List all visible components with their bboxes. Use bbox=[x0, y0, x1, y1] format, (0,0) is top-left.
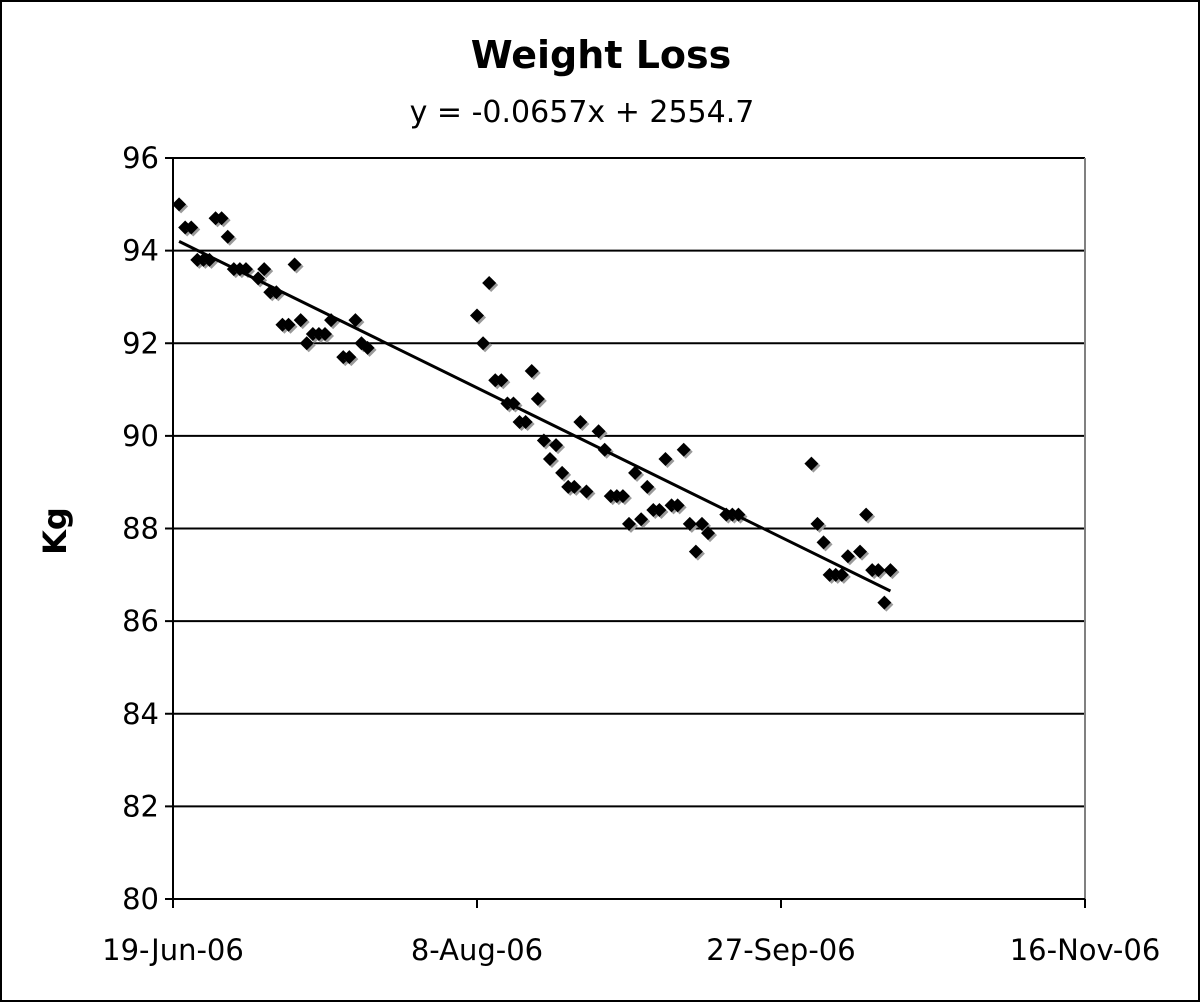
data-point bbox=[476, 336, 491, 351]
data-point bbox=[853, 544, 868, 559]
data-point bbox=[530, 391, 545, 406]
data-point bbox=[348, 313, 363, 328]
x-tick-label: 27-Sep-06 bbox=[706, 933, 855, 967]
y-tick-label: 88 bbox=[122, 512, 159, 546]
data-point bbox=[877, 595, 892, 610]
data-point bbox=[591, 424, 606, 439]
data-point bbox=[883, 563, 898, 578]
data-point bbox=[536, 433, 551, 448]
y-axis-label: Kg bbox=[36, 507, 74, 555]
data-point bbox=[682, 516, 697, 531]
y-tick-label: 94 bbox=[122, 234, 159, 268]
data-point bbox=[257, 262, 272, 277]
data-point bbox=[518, 414, 533, 429]
data-point bbox=[834, 567, 849, 582]
data-point bbox=[804, 456, 819, 471]
data-point bbox=[549, 438, 564, 453]
data-point bbox=[573, 414, 588, 429]
data-point bbox=[658, 452, 673, 467]
data-point bbox=[634, 512, 649, 527]
data-point bbox=[360, 340, 375, 355]
data-point bbox=[701, 526, 716, 541]
data-point bbox=[494, 373, 509, 388]
data-point bbox=[676, 442, 691, 457]
y-tick-label: 80 bbox=[122, 882, 159, 916]
data-point bbox=[287, 257, 302, 272]
data-point bbox=[482, 276, 497, 291]
chart-subtitle: y = -0.0657x + 2554.7 bbox=[410, 95, 755, 130]
data-point bbox=[172, 197, 187, 212]
trendline bbox=[178, 240, 892, 593]
data-point bbox=[299, 336, 314, 351]
y-tick-label: 96 bbox=[122, 141, 159, 175]
data-point bbox=[293, 313, 308, 328]
x-tick-label: 19-Jun-06 bbox=[102, 933, 244, 967]
data-point bbox=[859, 507, 874, 522]
data-point bbox=[622, 516, 636, 531]
data-point bbox=[579, 484, 594, 499]
data-point bbox=[542, 452, 557, 467]
y-tick-label: 86 bbox=[122, 604, 159, 638]
data-point bbox=[810, 516, 825, 531]
data-point bbox=[840, 549, 855, 564]
data-point bbox=[214, 211, 229, 226]
data-point bbox=[281, 317, 296, 332]
plot-area: 96 94 92 90 88 86 84 82 80 19-Jun-06 8-Aug-06 27-Se… bbox=[102, 141, 1160, 967]
data-point bbox=[652, 502, 667, 517]
data-point bbox=[628, 465, 643, 480]
data-point bbox=[670, 498, 685, 513]
chart-title: Weight Loss bbox=[471, 33, 732, 77]
data-point bbox=[220, 229, 235, 244]
data-point bbox=[555, 465, 570, 480]
data-point bbox=[688, 544, 703, 559]
x-tick-label: 16-Nov-06 bbox=[1010, 933, 1161, 967]
data-point bbox=[871, 563, 886, 578]
data-point bbox=[816, 535, 831, 550]
y-tick-label: 84 bbox=[122, 697, 159, 731]
data-point bbox=[567, 479, 582, 494]
data-point bbox=[342, 350, 357, 365]
data-point bbox=[615, 489, 630, 504]
y-tick-label: 92 bbox=[122, 326, 159, 360]
x-tick-label: 8-Aug-06 bbox=[411, 933, 543, 967]
data-point bbox=[184, 220, 199, 235]
data-point bbox=[318, 326, 332, 341]
data-point bbox=[640, 479, 655, 494]
data-point bbox=[524, 364, 539, 379]
data-point bbox=[470, 308, 484, 323]
data-point bbox=[694, 516, 709, 531]
y-tick-label: 82 bbox=[122, 789, 159, 823]
y-tick-label: 90 bbox=[122, 419, 159, 453]
